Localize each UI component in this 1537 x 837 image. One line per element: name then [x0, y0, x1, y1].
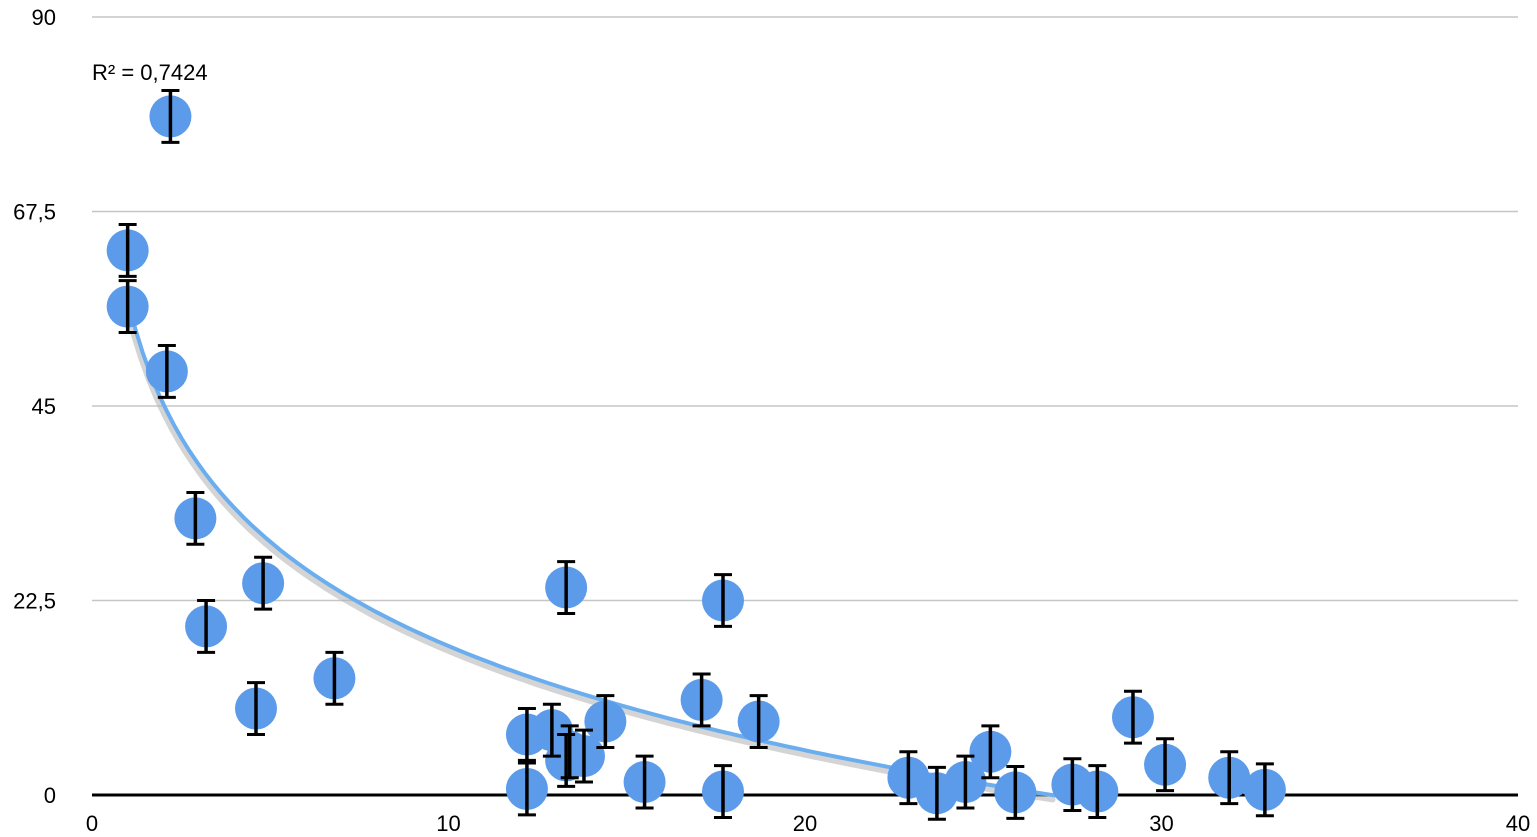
- y-tick-label: 22,5: [13, 589, 56, 614]
- error-bar: [1088, 764, 1107, 819]
- y-tick-label: 90: [32, 5, 56, 30]
- error-bar: [118, 279, 137, 335]
- x-tick-label: 20: [793, 811, 817, 836]
- tick-labels: 0 22,5 45 67,5 90 0 10 20 30 40: [13, 5, 1530, 836]
- error-bar: [254, 555, 273, 611]
- data-points: [106, 95, 1286, 815]
- error-bar: [1156, 737, 1175, 793]
- error-bar: [1220, 750, 1239, 806]
- error-bar: [246, 681, 265, 736]
- error-bar: [1006, 764, 1025, 820]
- error-bar: [596, 694, 615, 749]
- error-bar: [325, 650, 344, 706]
- error-bar: [161, 88, 180, 144]
- error-bar: [1255, 762, 1274, 818]
- error-bar: [557, 560, 576, 615]
- error-bar: [981, 724, 1000, 780]
- error-bar: [186, 490, 205, 546]
- error-bar: [118, 222, 137, 278]
- x-tick-label: 10: [436, 811, 460, 836]
- error-bar: [157, 343, 176, 399]
- error-bar: [197, 599, 216, 654]
- error-bar: [1123, 689, 1142, 745]
- error-bar: [749, 694, 768, 749]
- x-tick-label: 30: [1149, 811, 1173, 836]
- error-bar: [1063, 757, 1082, 813]
- error-bar: [927, 765, 946, 821]
- error-bar: [956, 754, 975, 810]
- error-bar: [574, 728, 593, 784]
- error-bar: [899, 750, 918, 806]
- error-bar: [692, 672, 711, 728]
- error-bar: [635, 754, 654, 810]
- error-bar: [714, 764, 733, 819]
- error-bar: [542, 702, 561, 758]
- y-tick-label: 0: [44, 783, 56, 808]
- x-tick-label: 0: [86, 811, 98, 836]
- error-bar: [560, 724, 579, 780]
- gridlines: [92, 16, 1518, 602]
- x-tick-label: 40: [1506, 811, 1530, 836]
- r-squared-annotation: R² = 0,7424: [92, 60, 208, 85]
- error-bar: [714, 573, 733, 628]
- y-tick-label: 67,5: [13, 200, 56, 225]
- y-tick-label: 45: [32, 394, 56, 419]
- error-bars: [118, 88, 1274, 821]
- error-bar: [517, 707, 536, 762]
- error-bar: [517, 761, 536, 817]
